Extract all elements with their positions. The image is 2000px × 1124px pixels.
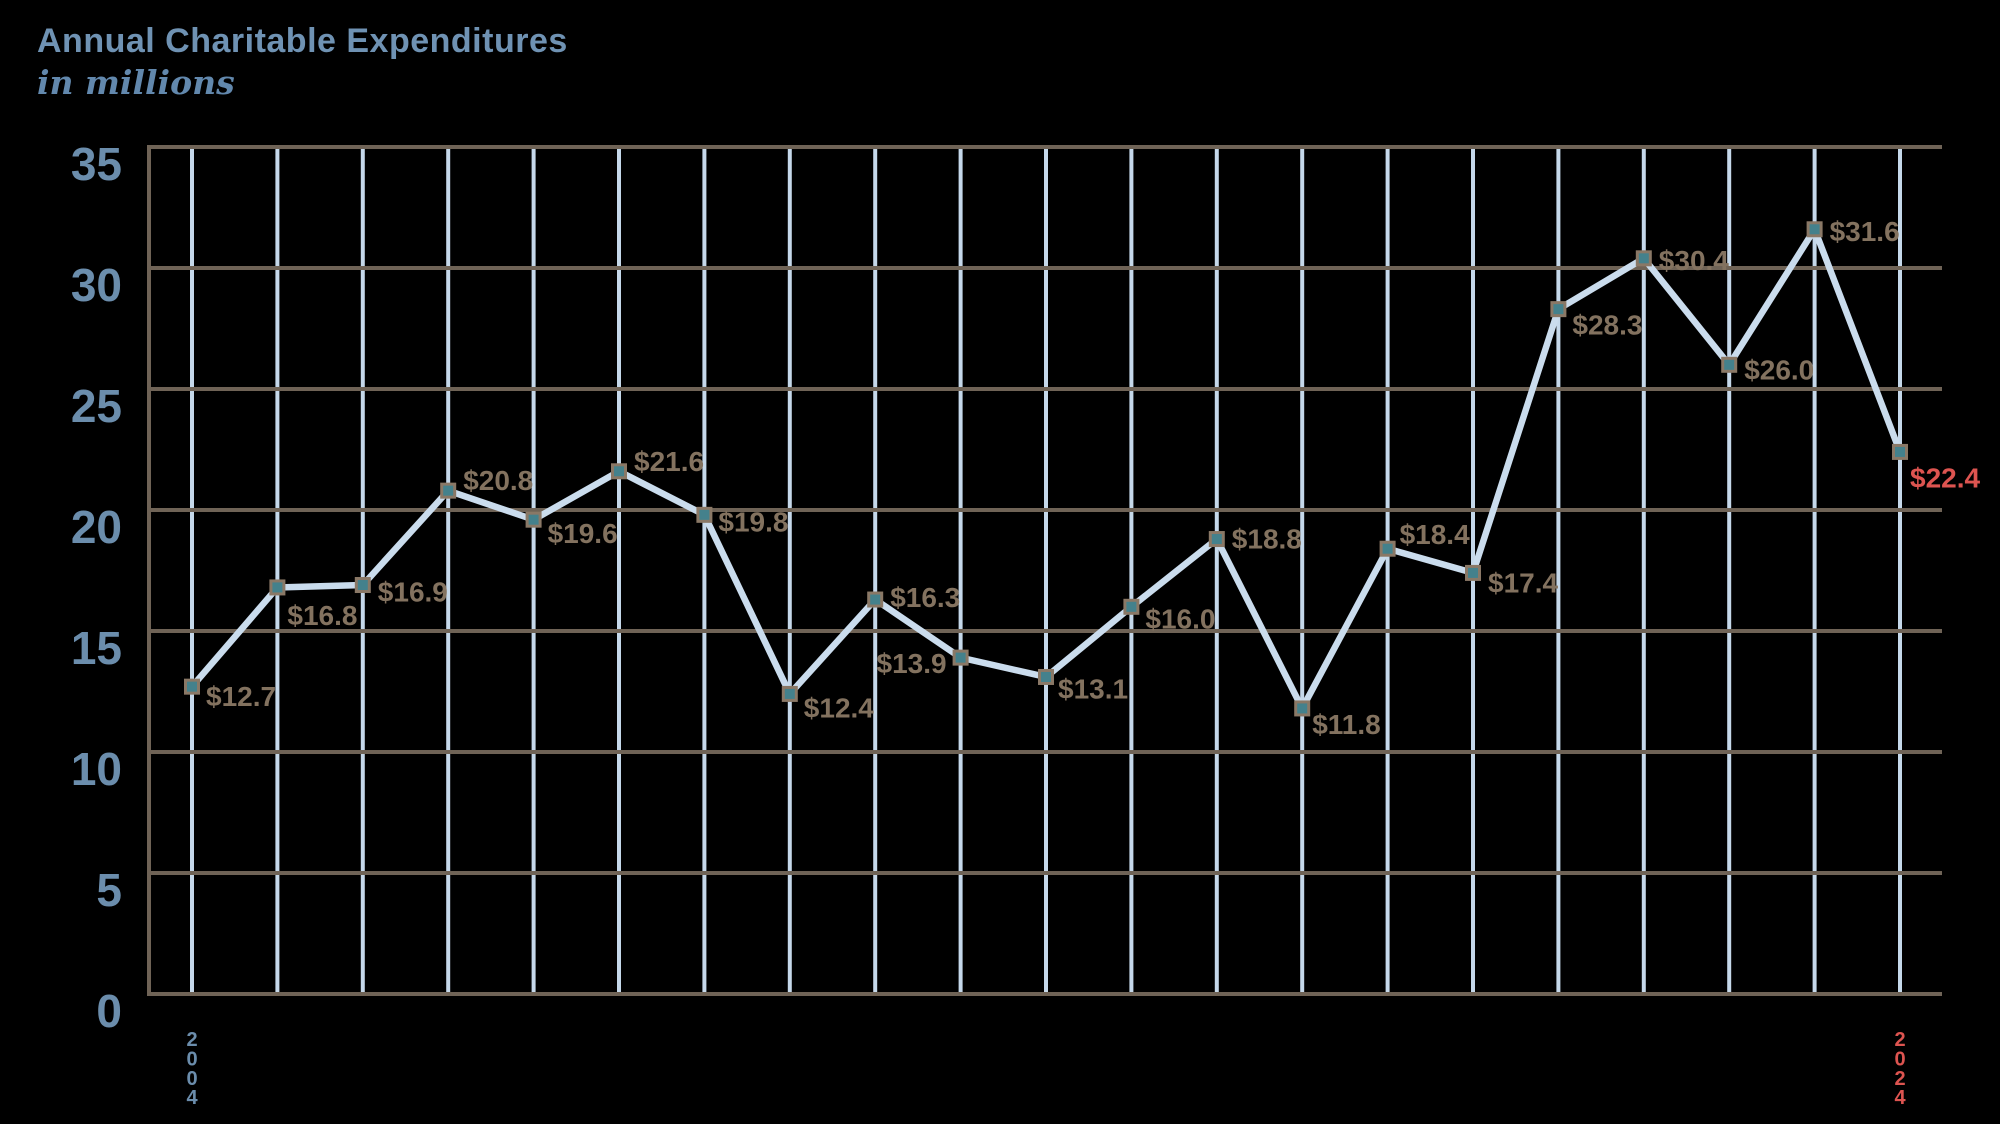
x-tick-label-last: 4 [1894, 1087, 1906, 1109]
data-point-marker [440, 482, 457, 499]
data-point-marker [1379, 540, 1396, 557]
y-tick-label: 30 [71, 259, 122, 311]
y-tick-label: 10 [71, 743, 122, 795]
data-point-marker [611, 463, 627, 480]
data-point-label: $13.1 [1058, 673, 1128, 704]
data-point-marker [269, 579, 286, 596]
chart-header: Annual Charitable Expenditures in millio… [37, 22, 568, 102]
x-tick-label-first: 0 [186, 1048, 197, 1070]
y-tick-label: 25 [71, 380, 122, 432]
data-point-label: $16.0 [1145, 603, 1215, 634]
data-point-marker [1892, 443, 1908, 460]
data-point-marker [781, 685, 798, 702]
y-tick-label: 5 [96, 864, 122, 916]
data-point-label: $26.0 [1744, 354, 1814, 385]
data-point-label: $21.6 [634, 446, 704, 477]
data-point-marker [867, 591, 884, 608]
data-point-label: $12.7 [206, 681, 276, 712]
data-point-label: $18.4 [1400, 519, 1470, 550]
data-point-marker [1465, 564, 1481, 581]
data-point-label: $16.8 [287, 600, 357, 631]
data-point-label: $31.6 [1830, 216, 1900, 247]
data-point-label: $19.8 [718, 506, 788, 537]
data-point-label: $11.8 [1312, 709, 1381, 740]
data-point-marker [952, 649, 969, 666]
x-tick-label-first: 0 [186, 1068, 197, 1090]
y-tick-label: 35 [71, 138, 122, 190]
x-tick-label-first: 2 [186, 1029, 197, 1051]
data-point-label: $13.9 [877, 648, 947, 679]
chart-title: Annual Charitable Expenditures [37, 22, 568, 60]
data-point-label: $20.8 [463, 465, 533, 496]
x-tick-label-last: 0 [1894, 1048, 1905, 1070]
data-point-marker [1550, 301, 1567, 318]
data-point-marker [1721, 356, 1738, 373]
x-tick-label-last: 2 [1894, 1029, 1905, 1051]
data-point-marker [1806, 221, 1823, 238]
data-point-marker [1208, 531, 1225, 548]
data-point-label: $18.8 [1232, 524, 1302, 555]
data-point-label: $19.6 [548, 518, 618, 549]
y-tick-label: 15 [71, 622, 122, 674]
y-tick-label: 0 [96, 985, 122, 1037]
x-tick-label-last: 2 [1894, 1068, 1905, 1090]
data-point-marker [1635, 250, 1652, 267]
data-point-label: $30.4 [1659, 245, 1729, 276]
data-point-marker [354, 577, 371, 594]
data-point-marker [525, 511, 542, 528]
data-point-label: $16.9 [378, 577, 448, 608]
data-point-label: $28.3 [1572, 310, 1642, 341]
chart-subtitle: in millions [37, 63, 235, 102]
data-point-marker [1123, 598, 1140, 615]
data-point-marker [184, 678, 200, 695]
y-tick-label: 20 [71, 501, 122, 553]
data-point-label: $17.4 [1488, 567, 1558, 598]
x-tick-label-first: 4 [186, 1087, 198, 1109]
data-point-marker [696, 506, 713, 523]
data-point-label: $16.3 [890, 582, 960, 613]
data-point-marker [1038, 668, 1054, 685]
data-point-label: $22.4 [1910, 462, 1980, 493]
data-point-marker [1294, 700, 1311, 717]
data-point-label: $12.4 [804, 692, 874, 723]
